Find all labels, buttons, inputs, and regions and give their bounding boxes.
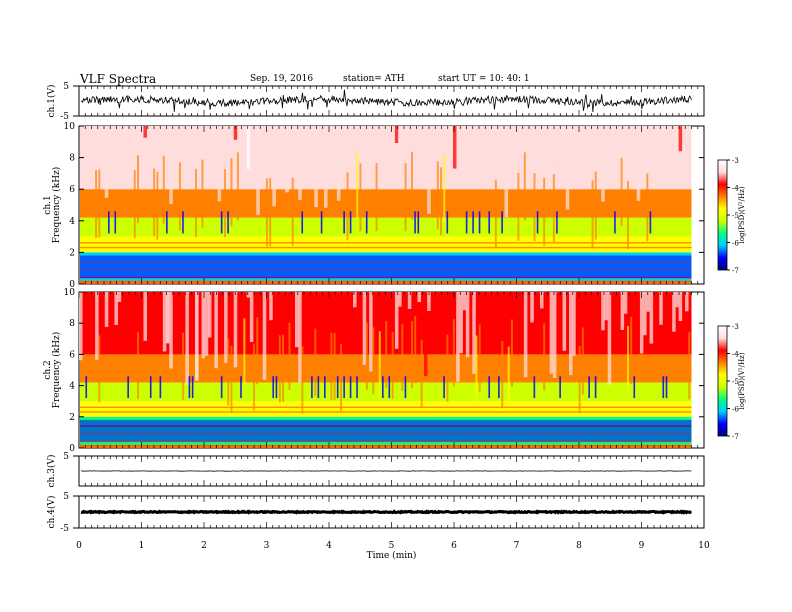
ch1-spectrogram-ytick-label: 0	[69, 280, 75, 290]
x-tick-label-7: 7	[514, 541, 520, 551]
ch1-spectrogram-colorbar-tick-label: -5	[732, 212, 739, 220]
ch2-spectrogram-band	[80, 401, 692, 417]
ch3-waveform-ytick-label: 5	[63, 452, 69, 462]
x-tick-label-9: 9	[639, 541, 645, 551]
ch2-spectrogram-colorbar-tick-label: -7	[732, 433, 739, 441]
ch4-waveform-panel	[73, 495, 705, 529]
x-tick-label-1: 1	[139, 541, 145, 551]
ch2-spectrogram-band	[80, 382, 692, 402]
ch2-spectrogram-ytick-label: 2	[69, 413, 75, 423]
ch1-waveform-trace	[81, 89, 692, 113]
ch2-spectrogram-ytick-label: 8	[69, 319, 75, 329]
ch1-spectrogram-band	[80, 217, 692, 237]
ch1-spectrogram-panel	[78, 125, 730, 285]
ch2-spectrogram-colorbar-label: log(PSD)(V²/Hz)	[738, 352, 746, 409]
ch2-spectrogram-ylabel: ch.2	[43, 360, 53, 379]
ch2-spectrogram-ylabel: Frequency (kHz)	[51, 332, 62, 409]
ch1-spectrogram-colorbar	[717, 159, 728, 271]
ch2-spectrogram-colorbar-tick-label: -6	[732, 406, 739, 414]
ch4-waveform-trace	[80, 509, 692, 515]
x-tick-label-5: 5	[389, 541, 395, 551]
ch1-spectrogram-colorbar-tick-label: -4	[732, 185, 739, 193]
start-time-label: start UT = 10: 40: 1	[438, 74, 530, 84]
x-tick-label-3: 3	[264, 541, 270, 551]
x-tick-label-4: 4	[326, 541, 332, 551]
station-label: station= ATH	[343, 74, 405, 84]
date-label: Sep. 19, 2016	[250, 74, 314, 84]
x-tick-label-8: 8	[576, 541, 582, 551]
ch2-spectrogram-colorbar-tick-label: -3	[732, 323, 739, 331]
figure-title: VLF Spectra	[80, 72, 157, 86]
ch3-waveform-panel	[73, 455, 705, 487]
ch1-spectrogram-ytick-label: 10	[64, 122, 76, 132]
ch1-spectrogram-ytick-label: 8	[69, 154, 75, 164]
ch1-spectrogram-base-line	[80, 280, 692, 284]
ch4-waveform-ylabel: ch.4(V)	[46, 496, 57, 529]
ch2-spectrogram-colorbar-tick-label: -4	[732, 351, 739, 359]
x-axis-label: Time (min)	[367, 550, 417, 561]
x-tick-label-10: 10	[698, 541, 710, 551]
ch3-waveform-ylabel: ch.3(V)	[46, 455, 57, 488]
x-tick-label-6: 6	[451, 541, 457, 551]
ch2-spectrogram-ytick-label: 4	[69, 382, 75, 392]
ch1-spectrogram-colorbar-tick-label: -7	[732, 267, 739, 275]
ch1-waveform-panel	[73, 85, 705, 117]
ch1-spectrogram-band	[80, 189, 692, 218]
ch2-spectrogram-colorbar-tick-label: -5	[732, 378, 739, 386]
ch1-spectrogram-ytick-label: 2	[69, 248, 75, 258]
x-tick-label-2: 2	[201, 541, 207, 551]
ch1-spectrogram-ytick-label: 6	[69, 185, 75, 195]
ch2-spectrogram-panel	[78, 291, 730, 449]
ch1-waveform-ylabel: ch.1(V)	[46, 85, 57, 118]
ch1-spectrogram-colorbar-tick-label: -3	[732, 157, 739, 165]
ch2-spectrogram-ytick-label: 0	[69, 444, 75, 454]
ch4-waveform-ytick-label: 5	[63, 492, 69, 502]
ch1-spectrogram-ylabel: Frequency (kHz)	[51, 167, 62, 244]
ch4-waveform-ytick-label: -5	[60, 524, 69, 534]
ch1-spectrogram-band	[80, 236, 692, 253]
ch2-spectrogram-colorbar	[717, 325, 728, 437]
ch1-spectrogram-ytick-label: 4	[69, 217, 75, 227]
ch2-spectrogram-ytick-label: 10	[64, 288, 76, 298]
ch1-waveform-ytick-label: -5	[60, 112, 69, 122]
ch1-spectrogram-ylabel: ch.1	[43, 195, 53, 214]
ch1-spectrogram-colorbar-label: log(PSD)(V²/Hz)	[738, 186, 746, 243]
ch1-spectrogram-colorbar-tick-label: -6	[732, 240, 739, 248]
ch1-waveform-ytick-label: 5	[63, 82, 69, 92]
ch2-spectrogram-base-line	[80, 444, 692, 448]
x-tick-label-0: 0	[76, 541, 82, 551]
ch2-spectrogram-ytick-label: 6	[69, 350, 75, 360]
